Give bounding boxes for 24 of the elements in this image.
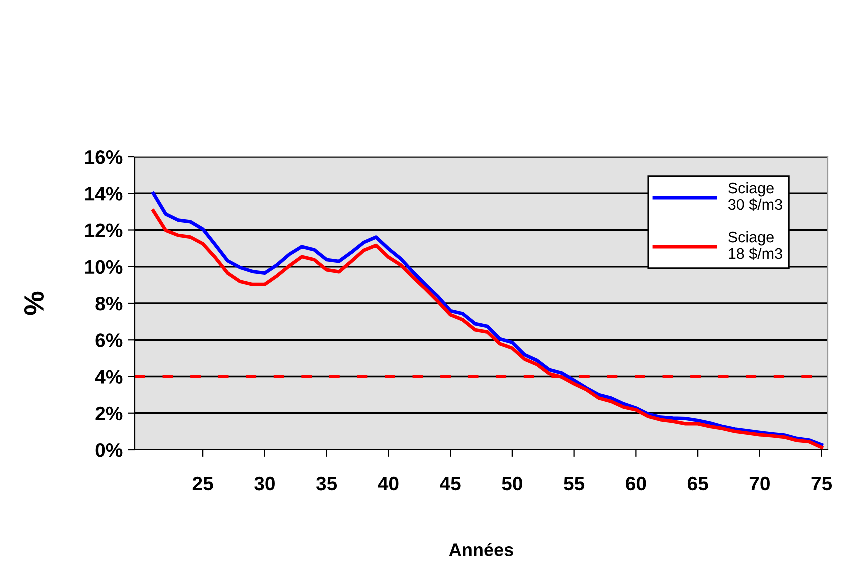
x-tick-label: 40: [378, 476, 399, 491]
x-tick-label: 60: [626, 476, 646, 491]
y-tick-label: 2%: [96, 406, 123, 421]
x-tick-label: 30: [254, 476, 275, 491]
x-tick-label: 50: [502, 476, 522, 491]
x-axis-title: Années: [449, 542, 514, 556]
y-tick-label: 4%: [95, 370, 123, 384]
x-tick-label: 35: [316, 476, 338, 491]
y-tick-label: 6%: [96, 334, 123, 348]
y-tick-label: 0%: [96, 443, 123, 458]
x-tick-label: 65: [688, 476, 708, 491]
x-tick-label: 70: [750, 476, 770, 491]
legend-label: Sciage 18 $/m3: [728, 232, 782, 260]
x-tick-label: 55: [564, 477, 585, 491]
y-tick-label: 14%: [86, 187, 123, 201]
y-tick-label: 10%: [86, 260, 123, 274]
y-tick-label: 12%: [86, 224, 123, 238]
y-tick-label: 16%: [86, 150, 123, 164]
x-tick-label: 25: [192, 476, 214, 491]
x-tick-label: 45: [440, 477, 461, 491]
x-tick-label: 75: [812, 477, 832, 491]
y-axis-title: %: [24, 292, 44, 316]
legend-label: Sciage 30 $/m3: [728, 182, 782, 212]
y-tick-label: 8%: [96, 296, 123, 311]
